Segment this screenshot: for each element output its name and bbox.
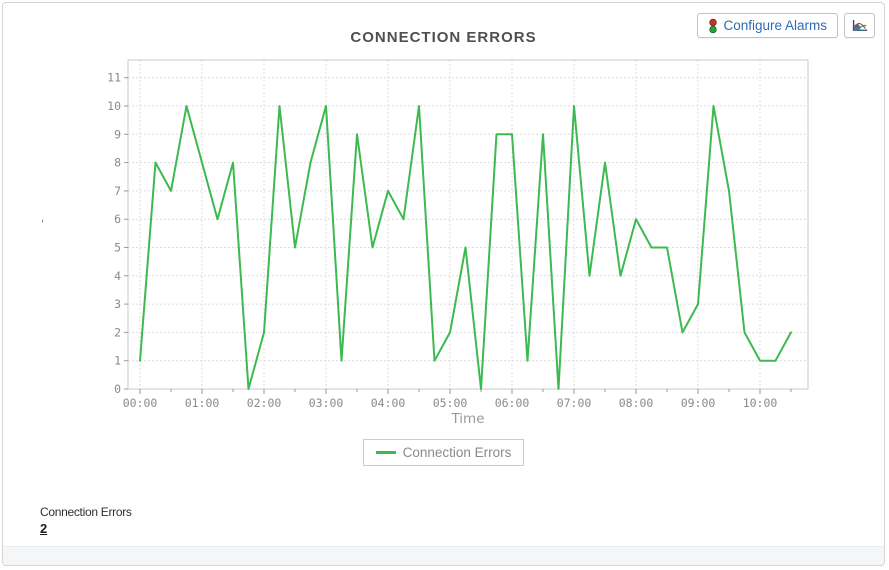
svg-text:01:00: 01:00 [185,396,220,410]
chart-type-button[interactable] [844,13,875,38]
svg-text:08:00: 08:00 [619,396,654,410]
svg-text:03:00: 03:00 [309,396,344,410]
svg-text:11: 11 [107,71,121,85]
svg-text:02:00: 02:00 [247,396,282,410]
configure-alarms-button[interactable]: Configure Alarms [697,13,838,38]
svg-text:10: 10 [107,99,121,113]
connection-errors-chart: 0 1 2 3 4 5 6 7 8 9 10 11 00:00 01:00 02:00 03:00 04:00 0… [39,59,809,427]
svg-text:07:00: 07:00 [557,396,592,410]
metric-value-link[interactable]: 2 [40,521,48,536]
svg-text:04:00: 04:00 [371,396,406,410]
svg-text:4: 4 [114,269,121,283]
line-chart-icon [852,19,868,31]
svg-text:6: 6 [114,212,121,226]
svg-text:0: 0 [114,382,121,396]
svg-text:00:00: 00:00 [123,396,158,410]
chart-legend: Connection Errors [3,439,884,466]
configure-alarms-label: Configure Alarms [723,18,827,33]
svg-text:8: 8 [114,156,121,170]
legend-swatch [375,451,396,454]
svg-text:5: 5 [114,241,121,255]
traffic-light-icon [709,18,718,33]
metric-label: Connection Errors [40,505,132,519]
svg-text:9: 9 [114,127,121,141]
svg-text:05:00: 05:00 [433,396,468,410]
svg-text:1: 1 [114,354,121,368]
legend-item-connection-errors[interactable]: Connection Errors [362,439,525,466]
chart-title: CONNECTION ERRORS [350,29,537,46]
svg-text:10:00: 10:00 [743,396,778,410]
svg-text:3: 3 [114,297,121,311]
svg-text:06:00: 06:00 [495,396,530,410]
footer-strip [3,546,884,565]
legend-label: Connection Errors [402,445,512,460]
svg-text:Time: Time [450,411,484,427]
svg-text:': ' [39,217,46,231]
svg-text:2: 2 [114,325,121,339]
svg-text:7: 7 [114,184,121,198]
svg-text:09:00: 09:00 [681,396,716,410]
